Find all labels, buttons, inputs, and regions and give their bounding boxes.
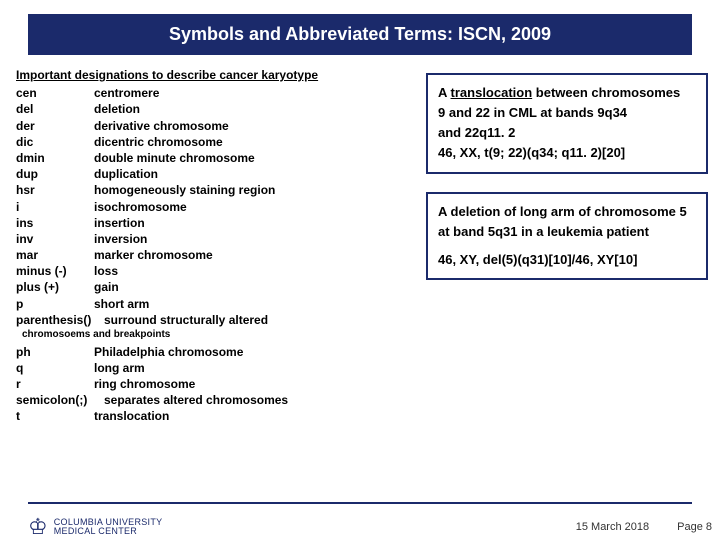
term-row: ttranslocation xyxy=(16,408,416,424)
box-line: 9 and 22 in CML at bands 9q34 xyxy=(438,103,696,123)
term-row: rring chromosome xyxy=(16,376,416,392)
term-def: surround structurally altered xyxy=(104,312,416,328)
box-line: A translocation between chromosomes xyxy=(438,83,696,103)
term-abbr: ph xyxy=(16,344,94,360)
term-row: deldeletion xyxy=(16,101,416,117)
term-abbr: cen xyxy=(16,85,94,101)
term-abbr: dmin xyxy=(16,150,94,166)
footer-divider xyxy=(28,502,692,504)
term-row: qlong arm xyxy=(16,360,416,376)
term-def: Philadelphia chromosome xyxy=(94,344,416,360)
examples-column: A translocation between chromosomes 9 an… xyxy=(426,67,708,424)
box-line: 46, XY, del(5)(q31)[10]/46, XY[10] xyxy=(438,250,696,270)
box-line: 46, XX, t(9; 22)(q34; q11. 2)[20] xyxy=(438,143,696,163)
term-row: marmarker chromosome xyxy=(16,247,416,263)
term-abbr: del xyxy=(16,101,94,117)
term-def: duplication xyxy=(94,166,416,182)
example-box-translocation: A translocation between chromosomes 9 an… xyxy=(426,73,708,174)
institution-logo: ♔ COLUMBIA UNIVERSITY MEDICAL CENTER xyxy=(28,514,162,540)
term-row: minus (-)loss xyxy=(16,263,416,279)
term-def: long arm xyxy=(94,360,416,376)
term-abbr: parenthesis() xyxy=(16,312,104,328)
term-row: phPhiladelphia chromosome xyxy=(16,344,416,360)
term-abbr: r xyxy=(16,376,94,392)
logo-text: COLUMBIA UNIVERSITY MEDICAL CENTER xyxy=(54,518,163,537)
term-row: hsrhomogeneously staining region xyxy=(16,182,416,198)
box-line: and 22q11. 2 xyxy=(438,123,696,143)
footer-page: Page 8 xyxy=(677,521,712,533)
term-row: dmindouble minute chromosome xyxy=(16,150,416,166)
designations-list: Important designations to describe cance… xyxy=(16,67,416,424)
term-def: marker chromosome xyxy=(94,247,416,263)
term-abbr: inv xyxy=(16,231,94,247)
content-area: Important designations to describe cance… xyxy=(0,55,720,424)
term-abbr: t xyxy=(16,408,94,424)
term-row: invinversion xyxy=(16,231,416,247)
term-row: derderivative chromosome xyxy=(16,118,416,134)
term-abbr: p xyxy=(16,296,94,312)
term-def: centromere xyxy=(94,85,416,101)
term-def: gain xyxy=(94,279,416,295)
term-note: chromosoems and breakpoints xyxy=(22,328,416,342)
term-def: isochromosome xyxy=(94,199,416,215)
example-box-deletion: A deletion of long arm of chromosome 5 a… xyxy=(426,192,708,280)
term-abbr: plus (+) xyxy=(16,279,94,295)
term-row: cencentromere xyxy=(16,85,416,101)
highlight-term: translocation xyxy=(451,85,533,100)
term-def: separates altered chromosomes xyxy=(104,392,416,408)
term-abbr: hsr xyxy=(16,182,94,198)
term-row: semicolon(;) separates altered chromosom… xyxy=(16,392,416,408)
term-def: derivative chromosome xyxy=(94,118,416,134)
term-abbr: semicolon(;) xyxy=(16,392,104,408)
term-row: plus (+)gain xyxy=(16,279,416,295)
term-abbr: i xyxy=(16,199,94,215)
term-abbr: dup xyxy=(16,166,94,182)
term-def: deletion xyxy=(94,101,416,117)
term-row: dicdicentric chromosome xyxy=(16,134,416,150)
term-row: parenthesis() surround structurally alte… xyxy=(16,312,416,328)
term-def: inversion xyxy=(94,231,416,247)
term-abbr: dic xyxy=(16,134,94,150)
box-line: A deletion of long arm of chromosome 5 a… xyxy=(438,202,696,242)
term-abbr: mar xyxy=(16,247,94,263)
term-def: homogeneously staining region xyxy=(94,182,416,198)
slide-title: Symbols and Abbreviated Terms: ISCN, 200… xyxy=(169,24,551,44)
slide-footer: ♔ COLUMBIA UNIVERSITY MEDICAL CENTER 15 … xyxy=(28,514,720,540)
term-def: short arm xyxy=(94,296,416,312)
term-def: insertion xyxy=(94,215,416,231)
term-abbr: minus (-) xyxy=(16,263,94,279)
slide-title-bar: Symbols and Abbreviated Terms: ISCN, 200… xyxy=(28,14,692,55)
term-row: dupduplication xyxy=(16,166,416,182)
term-def: loss xyxy=(94,263,416,279)
term-def: translocation xyxy=(94,408,416,424)
term-row: iisochromosome xyxy=(16,199,416,215)
term-def: dicentric chromosome xyxy=(94,134,416,150)
list-heading: Important designations to describe cance… xyxy=(16,67,416,83)
footer-meta: 15 March 2018 Page 8 xyxy=(576,521,720,533)
footer-date: 15 March 2018 xyxy=(576,521,649,533)
term-abbr: q xyxy=(16,360,94,376)
term-abbr: ins xyxy=(16,215,94,231)
term-def: ring chromosome xyxy=(94,376,416,392)
crown-icon: ♔ xyxy=(28,514,48,540)
term-def: double minute chromosome xyxy=(94,150,416,166)
term-row: pshort arm xyxy=(16,296,416,312)
term-row: insinsertion xyxy=(16,215,416,231)
term-abbr: der xyxy=(16,118,94,134)
